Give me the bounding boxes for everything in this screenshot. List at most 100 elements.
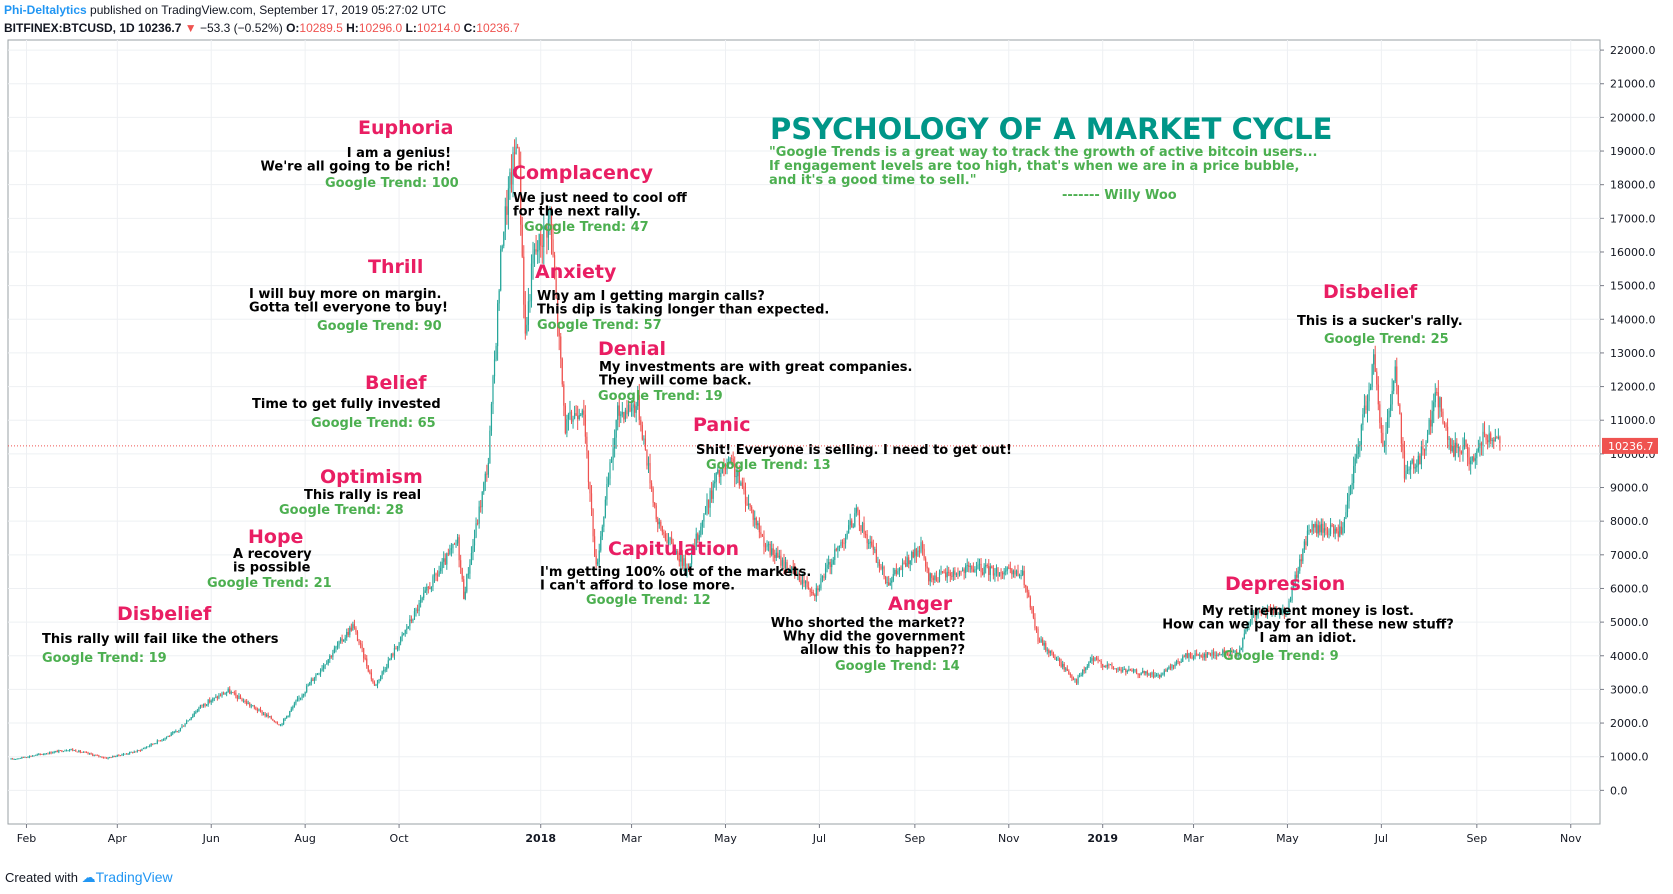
candle-body bbox=[484, 473, 486, 483]
candle-body bbox=[202, 703, 205, 706]
google-trend-label: Google Trend: 100 bbox=[325, 176, 459, 191]
candle-body bbox=[1222, 650, 1224, 655]
candle-body bbox=[401, 634, 403, 637]
candle-body bbox=[818, 588, 820, 591]
candle-body bbox=[1228, 654, 1230, 656]
stage-label: Anxiety bbox=[535, 261, 617, 283]
candle-body bbox=[624, 410, 627, 420]
candle-body bbox=[1026, 586, 1028, 593]
candle-body bbox=[1109, 664, 1111, 666]
candle-body bbox=[447, 553, 449, 555]
candle-body bbox=[573, 413, 576, 419]
candle-body bbox=[1354, 458, 1356, 467]
candle-body bbox=[1340, 526, 1342, 534]
candle-body bbox=[1020, 575, 1022, 576]
candle-body bbox=[133, 751, 135, 753]
candle-body bbox=[1140, 672, 1142, 675]
candle-body bbox=[313, 678, 315, 681]
candle-body bbox=[218, 695, 220, 699]
candle-body bbox=[1297, 570, 1299, 578]
candle-body bbox=[521, 224, 523, 257]
candle-body bbox=[139, 750, 142, 752]
candle-body bbox=[467, 573, 469, 575]
candle-body bbox=[520, 164, 522, 225]
candle-body bbox=[1259, 611, 1261, 613]
tradingview-brand[interactable]: TradingView bbox=[95, 869, 173, 885]
candle-body bbox=[654, 502, 656, 506]
candle-body bbox=[339, 638, 342, 642]
candle-body bbox=[306, 686, 308, 692]
candle-body bbox=[892, 574, 894, 581]
candle-body bbox=[644, 438, 647, 450]
candle-body bbox=[1268, 608, 1270, 609]
candle-body bbox=[875, 549, 877, 563]
candle-body bbox=[937, 580, 939, 582]
candle-body bbox=[1397, 386, 1399, 405]
candle-body bbox=[75, 750, 77, 752]
candle-body bbox=[1182, 656, 1184, 662]
candle-body bbox=[1008, 567, 1010, 569]
candle-body bbox=[672, 542, 674, 550]
candle-body bbox=[886, 582, 888, 584]
candle-body bbox=[407, 626, 409, 629]
candle-body bbox=[349, 627, 351, 635]
annotation-text: is possible bbox=[233, 561, 311, 576]
candle-body bbox=[706, 499, 708, 514]
candle-body bbox=[1137, 673, 1139, 675]
candle-body bbox=[346, 631, 348, 638]
candle-body bbox=[1028, 592, 1030, 598]
stage-label: Complacency bbox=[512, 162, 654, 184]
candle-body bbox=[275, 722, 277, 723]
candle-body bbox=[844, 537, 847, 544]
candle-body bbox=[1220, 654, 1222, 656]
candle-body bbox=[295, 701, 297, 704]
candle-body bbox=[156, 740, 158, 744]
candle-body bbox=[760, 532, 762, 535]
candle-body bbox=[90, 753, 92, 755]
tradingview-logo-icon[interactable]: ☁ bbox=[81, 869, 96, 885]
candle-body bbox=[1169, 666, 1172, 669]
candle-body bbox=[526, 324, 528, 334]
candle-body bbox=[1470, 460, 1472, 465]
candle-body bbox=[127, 753, 129, 755]
candle-body bbox=[92, 754, 94, 756]
candle-body bbox=[781, 560, 784, 566]
candle-body bbox=[741, 482, 744, 487]
candle-body bbox=[1166, 669, 1168, 672]
stage-label: Optimism bbox=[320, 466, 423, 488]
candle-body bbox=[961, 569, 964, 571]
candle-body bbox=[598, 550, 600, 562]
symbol-label[interactable]: BITFINEX:BTCUSD, 1D bbox=[4, 21, 135, 35]
candle-body bbox=[1359, 444, 1361, 447]
candle-body bbox=[751, 506, 753, 510]
y-tick-label: 8000.0 bbox=[1610, 515, 1649, 528]
candle-body bbox=[1054, 656, 1056, 660]
candle-body bbox=[926, 566, 928, 569]
candle-body bbox=[1334, 528, 1336, 534]
candle-body bbox=[1203, 654, 1205, 658]
candle-body bbox=[56, 751, 58, 753]
candle-body bbox=[1454, 442, 1456, 457]
author-link[interactable]: Phi-Deltalytics bbox=[4, 3, 87, 17]
candle-body bbox=[527, 301, 530, 325]
x-tick-label: May bbox=[714, 832, 737, 845]
x-tick-label: Aug bbox=[294, 832, 315, 845]
candle-body bbox=[1075, 678, 1078, 684]
candle-body bbox=[1022, 570, 1024, 576]
candle-body bbox=[707, 499, 710, 508]
last-price-label: 10236.7 bbox=[1608, 440, 1654, 453]
candle-body bbox=[584, 414, 586, 437]
candle-body bbox=[1388, 410, 1390, 418]
candle-body bbox=[994, 573, 996, 576]
candle-body bbox=[1425, 442, 1427, 451]
annotation-text: This rally is real bbox=[304, 488, 421, 503]
candle-body bbox=[824, 568, 827, 578]
stage-label: Disbelief bbox=[117, 603, 212, 625]
candle-body bbox=[1437, 392, 1439, 408]
stage-label: Disbelief bbox=[1323, 281, 1418, 303]
y-tick-label: 16000.0 bbox=[1610, 246, 1656, 259]
candle-body bbox=[732, 458, 734, 464]
google-trend-label: Google Trend: 9 bbox=[1223, 649, 1339, 664]
